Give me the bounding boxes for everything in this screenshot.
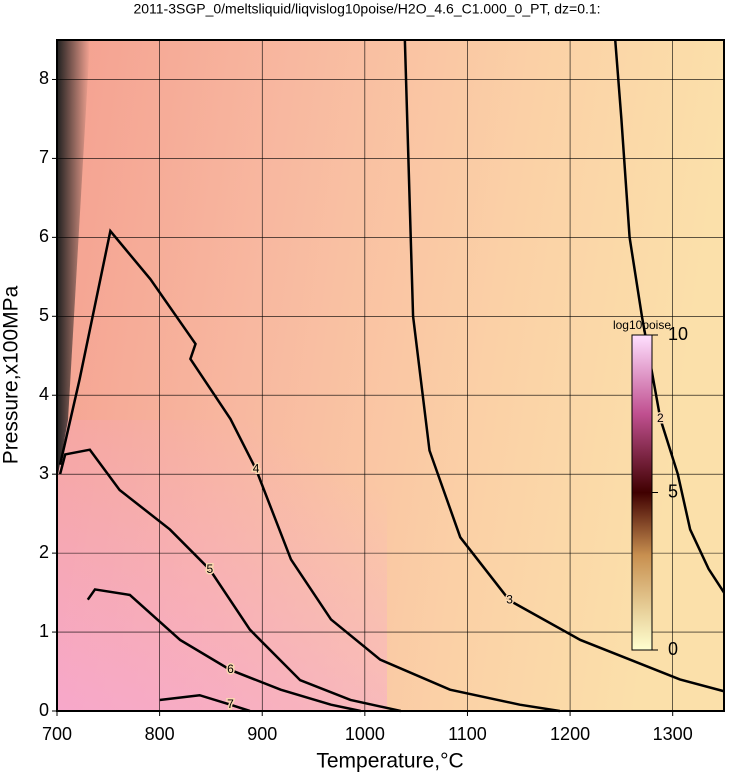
contour-line (403, 39, 725, 693)
contour-label: 2 (657, 411, 664, 425)
colorbar-tick-label: 10 (668, 324, 688, 344)
plot-edge (57, 40, 90, 480)
y-tick-label: 4 (39, 384, 49, 404)
x-tick-label: 1200 (550, 724, 590, 744)
x-tick-label: 900 (247, 724, 277, 744)
x-tick-label: 700 (42, 724, 72, 744)
contour-line (86, 588, 362, 713)
y-tick-label: 2 (39, 542, 49, 562)
plot-shade (57, 420, 387, 711)
x-tick-label: 1100 (448, 724, 487, 744)
plot-frame (56, 39, 725, 712)
colorbar (631, 334, 653, 651)
y-tick-label: 8 (39, 68, 49, 88)
x-tick-label: 1300 (653, 724, 693, 744)
contours: 2 3 4 5 6 7 (58, 39, 726, 713)
x-axis-label: Temperature,°C (316, 750, 463, 773)
y-tick-label: 7 (39, 147, 49, 167)
contour-line (58, 228, 561, 713)
x-tick-label: 1000 (345, 724, 385, 744)
contour-line (58, 448, 402, 713)
y-tick-label: 6 (39, 226, 49, 246)
contour-line (159, 693, 251, 713)
y-tick-label: 1 (39, 621, 49, 641)
x-tick-label: 800 (145, 724, 175, 744)
contour-line (613, 39, 726, 594)
contour-label: 3 (506, 593, 513, 607)
colorbar-label: log10poise (613, 318, 671, 332)
y-axis-label: Pressure,x100MPa (0, 285, 23, 464)
chart-title: 2011-3SGP_0/meltsliquid/liqvislog10poise… (133, 1, 600, 17)
contour-label: 7 (227, 697, 234, 711)
contour-label: 5 (207, 562, 214, 576)
y-tick-label: 3 (39, 463, 49, 483)
contour-label: 4 (253, 462, 260, 476)
y-tick-label: 0 (39, 700, 49, 720)
y-tick-label: 5 (39, 305, 49, 325)
contour-label: 6 (227, 662, 234, 676)
colorbar-tick-label: 5 (668, 481, 678, 501)
colorbar-tick-label: 0 (668, 639, 678, 659)
